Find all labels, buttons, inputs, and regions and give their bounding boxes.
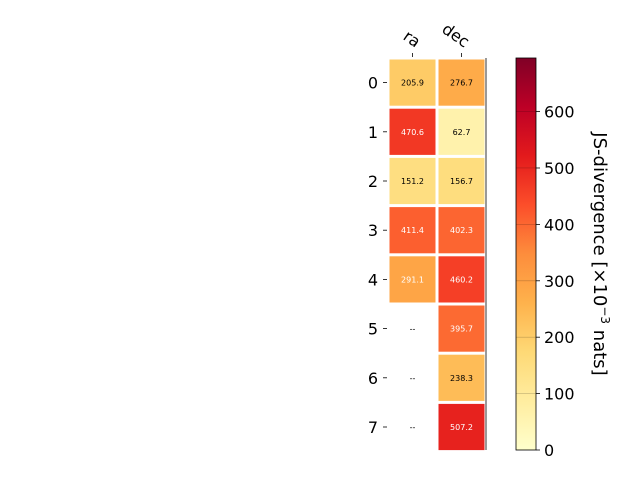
row-tick-label-2: 2 [368, 172, 378, 191]
cell-value-r3-dec: 402.3 [450, 226, 473, 235]
column-tick-label-dec: dec [439, 19, 473, 51]
heatmap-cell-r3-ra [389, 207, 436, 254]
cell-value-r4-dec: 460.2 [450, 275, 473, 284]
heatmap-cell-r6-dec [438, 354, 485, 401]
cell-value-r7-ra: -- [410, 423, 416, 432]
heatmap-cell-r7-dec [438, 403, 485, 451]
colorbar-tick-label-100: 100 [544, 385, 575, 404]
colorbar-tick-label-500: 500 [544, 159, 575, 178]
column-tick-label-ra: ra [400, 26, 424, 51]
row-tick-label-6: 6 [368, 369, 378, 388]
cell-value-r3-ra: 411.4 [401, 226, 424, 235]
row-tick-label-1: 1 [368, 123, 378, 142]
heatmap-cell-r4-dec [438, 256, 485, 303]
row-tick-label-4: 4 [368, 270, 378, 289]
heatmap-cell-r4-ra [389, 256, 436, 303]
cell-value-r1-ra: 470.6 [401, 128, 424, 137]
heatmap-cell-r0-ra [389, 59, 436, 106]
heatmap-cell-r1-ra [389, 108, 436, 155]
heatmap-cell-r3-dec [438, 207, 485, 254]
row-tick-label-3: 3 [368, 221, 378, 240]
row-tick-labels: 0 1 2 3 4 5 6 7 [368, 74, 387, 437]
cell-value-r2-dec: 156.7 [450, 177, 473, 186]
colorbar-tick-label-400: 400 [544, 215, 575, 234]
colorbar-tick-label-0: 0 [544, 441, 554, 460]
heatmap-grid: 205.9 276.7 470.6 62.7 151.2 156.7 411.4 402.3 2… [389, 59, 485, 451]
cell-value-r7-dec: 507.2 [450, 423, 473, 432]
cell-value-r6-ra: -- [410, 374, 416, 383]
colorbar-tick-label-600: 600 [544, 103, 575, 122]
cell-value-r1-dec: 62.7 [453, 128, 471, 137]
heatmap-cell-r2-ra [389, 157, 436, 205]
cell-value-r4-ra: 291.1 [401, 275, 424, 284]
row-tick-label-0: 0 [368, 74, 378, 93]
cell-value-r6-dec: 238.3 [450, 374, 473, 383]
heatmap-cell-r2-dec [438, 157, 485, 205]
cell-value-r0-dec: 276.7 [450, 79, 473, 88]
colorbar: 0 100 200 300 400 500 600 [515, 57, 575, 460]
cell-value-r5-dec: 395.7 [450, 325, 473, 334]
heatmap-cell-r5-dec [438, 305, 485, 352]
row-tick-label-7: 7 [368, 418, 378, 437]
cell-value-r5-ra: -- [410, 325, 416, 334]
colorbar-tick-label-300: 300 [544, 272, 575, 291]
colorbar-gradient [515, 57, 537, 451]
cell-value-r2-ra: 151.2 [401, 177, 424, 186]
column-tick-labels: ra dec [400, 19, 473, 57]
colorbar-ticks: 0 100 200 300 400 500 600 [516, 103, 575, 460]
colorbar-tick-label-200: 200 [544, 328, 575, 347]
colorbar-label: JS-divergence [×10−3 nats] [589, 131, 612, 375]
row-tick-label-5: 5 [368, 320, 378, 339]
heatmap-cell-r0-dec [438, 59, 485, 106]
heatmap-cell-r1-dec [438, 108, 485, 155]
cell-value-r0-ra: 205.9 [401, 79, 424, 88]
